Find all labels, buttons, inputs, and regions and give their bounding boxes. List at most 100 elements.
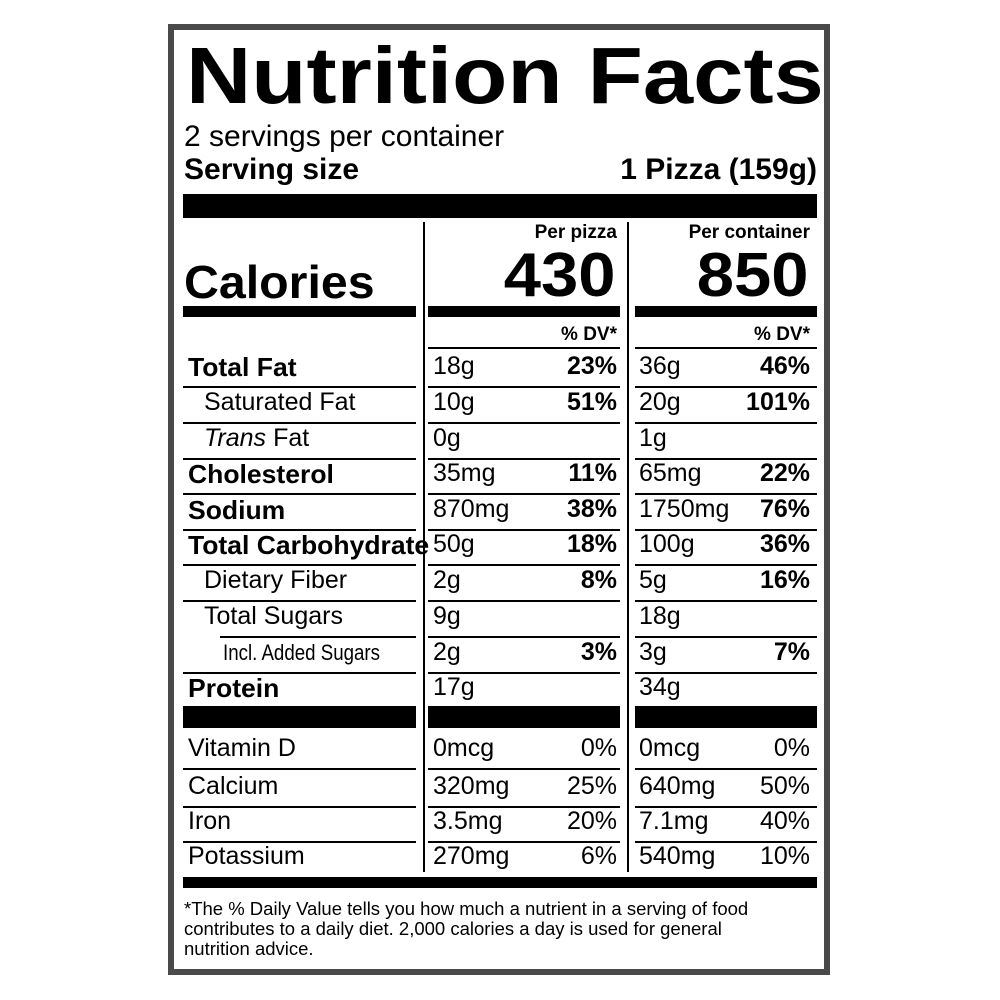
- serving-size-value: 1 Pizza (159g): [620, 152, 817, 186]
- percent-dv: 51%: [566, 388, 617, 417]
- percent-dv: 8%: [580, 566, 617, 595]
- rule: [428, 529, 620, 531]
- rule: [635, 386, 817, 388]
- amount: 1g: [639, 424, 667, 453]
- amount: 34g: [639, 673, 681, 702]
- calories-bar: [428, 306, 620, 317]
- rule: [183, 493, 416, 495]
- footnote: contributes to a daily diet. 2,000 calor…: [184, 917, 722, 939]
- percent-dv: 76%: [759, 495, 810, 524]
- rule: [428, 806, 620, 808]
- amount: 3.5mg: [433, 807, 503, 836]
- rule: [428, 636, 620, 638]
- rule: [428, 493, 620, 495]
- amount: 100g: [639, 530, 695, 559]
- nutrient-name: Calcium: [188, 772, 279, 801]
- rule: [428, 768, 620, 770]
- rule: [635, 600, 817, 602]
- footnote: *The % Daily Value tells you how much a …: [184, 897, 749, 919]
- nutrient-name-italic: Trans: [204, 424, 267, 453]
- percent-dv: 18%: [566, 530, 617, 559]
- thick-bar: [183, 706, 416, 728]
- rule: [635, 458, 817, 460]
- rule: [183, 422, 416, 424]
- nutrient-name: Vitamin D: [188, 734, 296, 763]
- amount: 270mg: [433, 842, 510, 871]
- calories-header: Per container: [688, 221, 810, 243]
- amount: 18g: [433, 352, 475, 381]
- rule: [635, 564, 817, 566]
- percent-dv: 101%: [746, 388, 810, 417]
- calories-bar: [635, 306, 817, 317]
- percent-dv: 23%: [566, 352, 617, 381]
- amount: 10g: [433, 388, 475, 417]
- percent-dv: 0%: [580, 734, 617, 763]
- column-divider: [423, 222, 425, 872]
- calories-value: 850: [696, 240, 808, 310]
- nutrient-name: Dietary Fiber: [204, 566, 348, 595]
- amount: 1750mg: [639, 495, 730, 524]
- rule: [635, 493, 817, 495]
- column-divider: [627, 222, 629, 872]
- thick-bar: [635, 706, 817, 728]
- percent-dv: 38%: [566, 495, 617, 524]
- percent-dv: 25%: [566, 772, 617, 801]
- rule: [183, 768, 416, 770]
- nutrient-name: Cholesterol: [188, 458, 334, 489]
- serving-size-label: Serving size: [184, 152, 360, 186]
- calories-header: Per pizza: [534, 221, 617, 243]
- percent-dv: 0%: [773, 734, 810, 763]
- rule: [183, 841, 416, 843]
- amount: 9g: [433, 602, 461, 631]
- amount: 320mg: [433, 772, 510, 801]
- nutrient-name: Total Carbohydrate: [188, 529, 430, 560]
- dv-header: % DV*: [754, 323, 810, 345]
- amount: 870mg: [433, 495, 510, 524]
- nutrient-name: Iron: [188, 807, 232, 836]
- nutrition-label: [168, 24, 830, 975]
- rule: [428, 458, 620, 460]
- percent-dv: 6%: [580, 842, 617, 871]
- percent-dv: 22%: [759, 459, 810, 488]
- rule: [183, 564, 416, 566]
- amount: 20g: [639, 388, 681, 417]
- amount: 640mg: [639, 772, 716, 801]
- nutrient-name: Sodium: [188, 494, 286, 525]
- amount: 50g: [433, 530, 475, 559]
- rule: [183, 458, 416, 460]
- amount: 36g: [639, 352, 681, 381]
- thick-bar: [183, 877, 817, 888]
- rule: [428, 600, 620, 602]
- percent-dv: 50%: [759, 772, 810, 801]
- amount: 2g: [433, 566, 461, 595]
- title: Nutrition Facts: [186, 31, 824, 120]
- amount: 18g: [639, 602, 681, 631]
- rule: [183, 529, 416, 531]
- rule: [183, 600, 416, 602]
- rule: [183, 672, 416, 674]
- rule: [635, 672, 817, 674]
- rule: [220, 636, 416, 638]
- rule: [428, 564, 620, 566]
- amount: 0mcg: [639, 734, 701, 763]
- amount: 35mg: [433, 459, 496, 488]
- thick-bar: [428, 706, 620, 728]
- calories-bar: [183, 306, 416, 317]
- nutrient-name: Incl. Added Sugars: [223, 639, 380, 665]
- percent-dv: 10%: [759, 842, 810, 871]
- calories-value: 430: [503, 240, 615, 310]
- rule: [183, 806, 416, 808]
- percent-dv: 36%: [759, 530, 810, 559]
- rule: [635, 347, 817, 349]
- rule: [428, 672, 620, 674]
- rule: [428, 841, 620, 843]
- rule: [428, 422, 620, 424]
- footnote: nutrition advice.: [184, 937, 314, 959]
- rule: [635, 636, 817, 638]
- rule: [635, 841, 817, 843]
- nutrient-name: Saturated Fat: [204, 388, 356, 417]
- nutrient-name: Total Sugars: [204, 602, 343, 631]
- amount: 2g: [433, 638, 461, 667]
- amount: 540mg: [639, 842, 716, 871]
